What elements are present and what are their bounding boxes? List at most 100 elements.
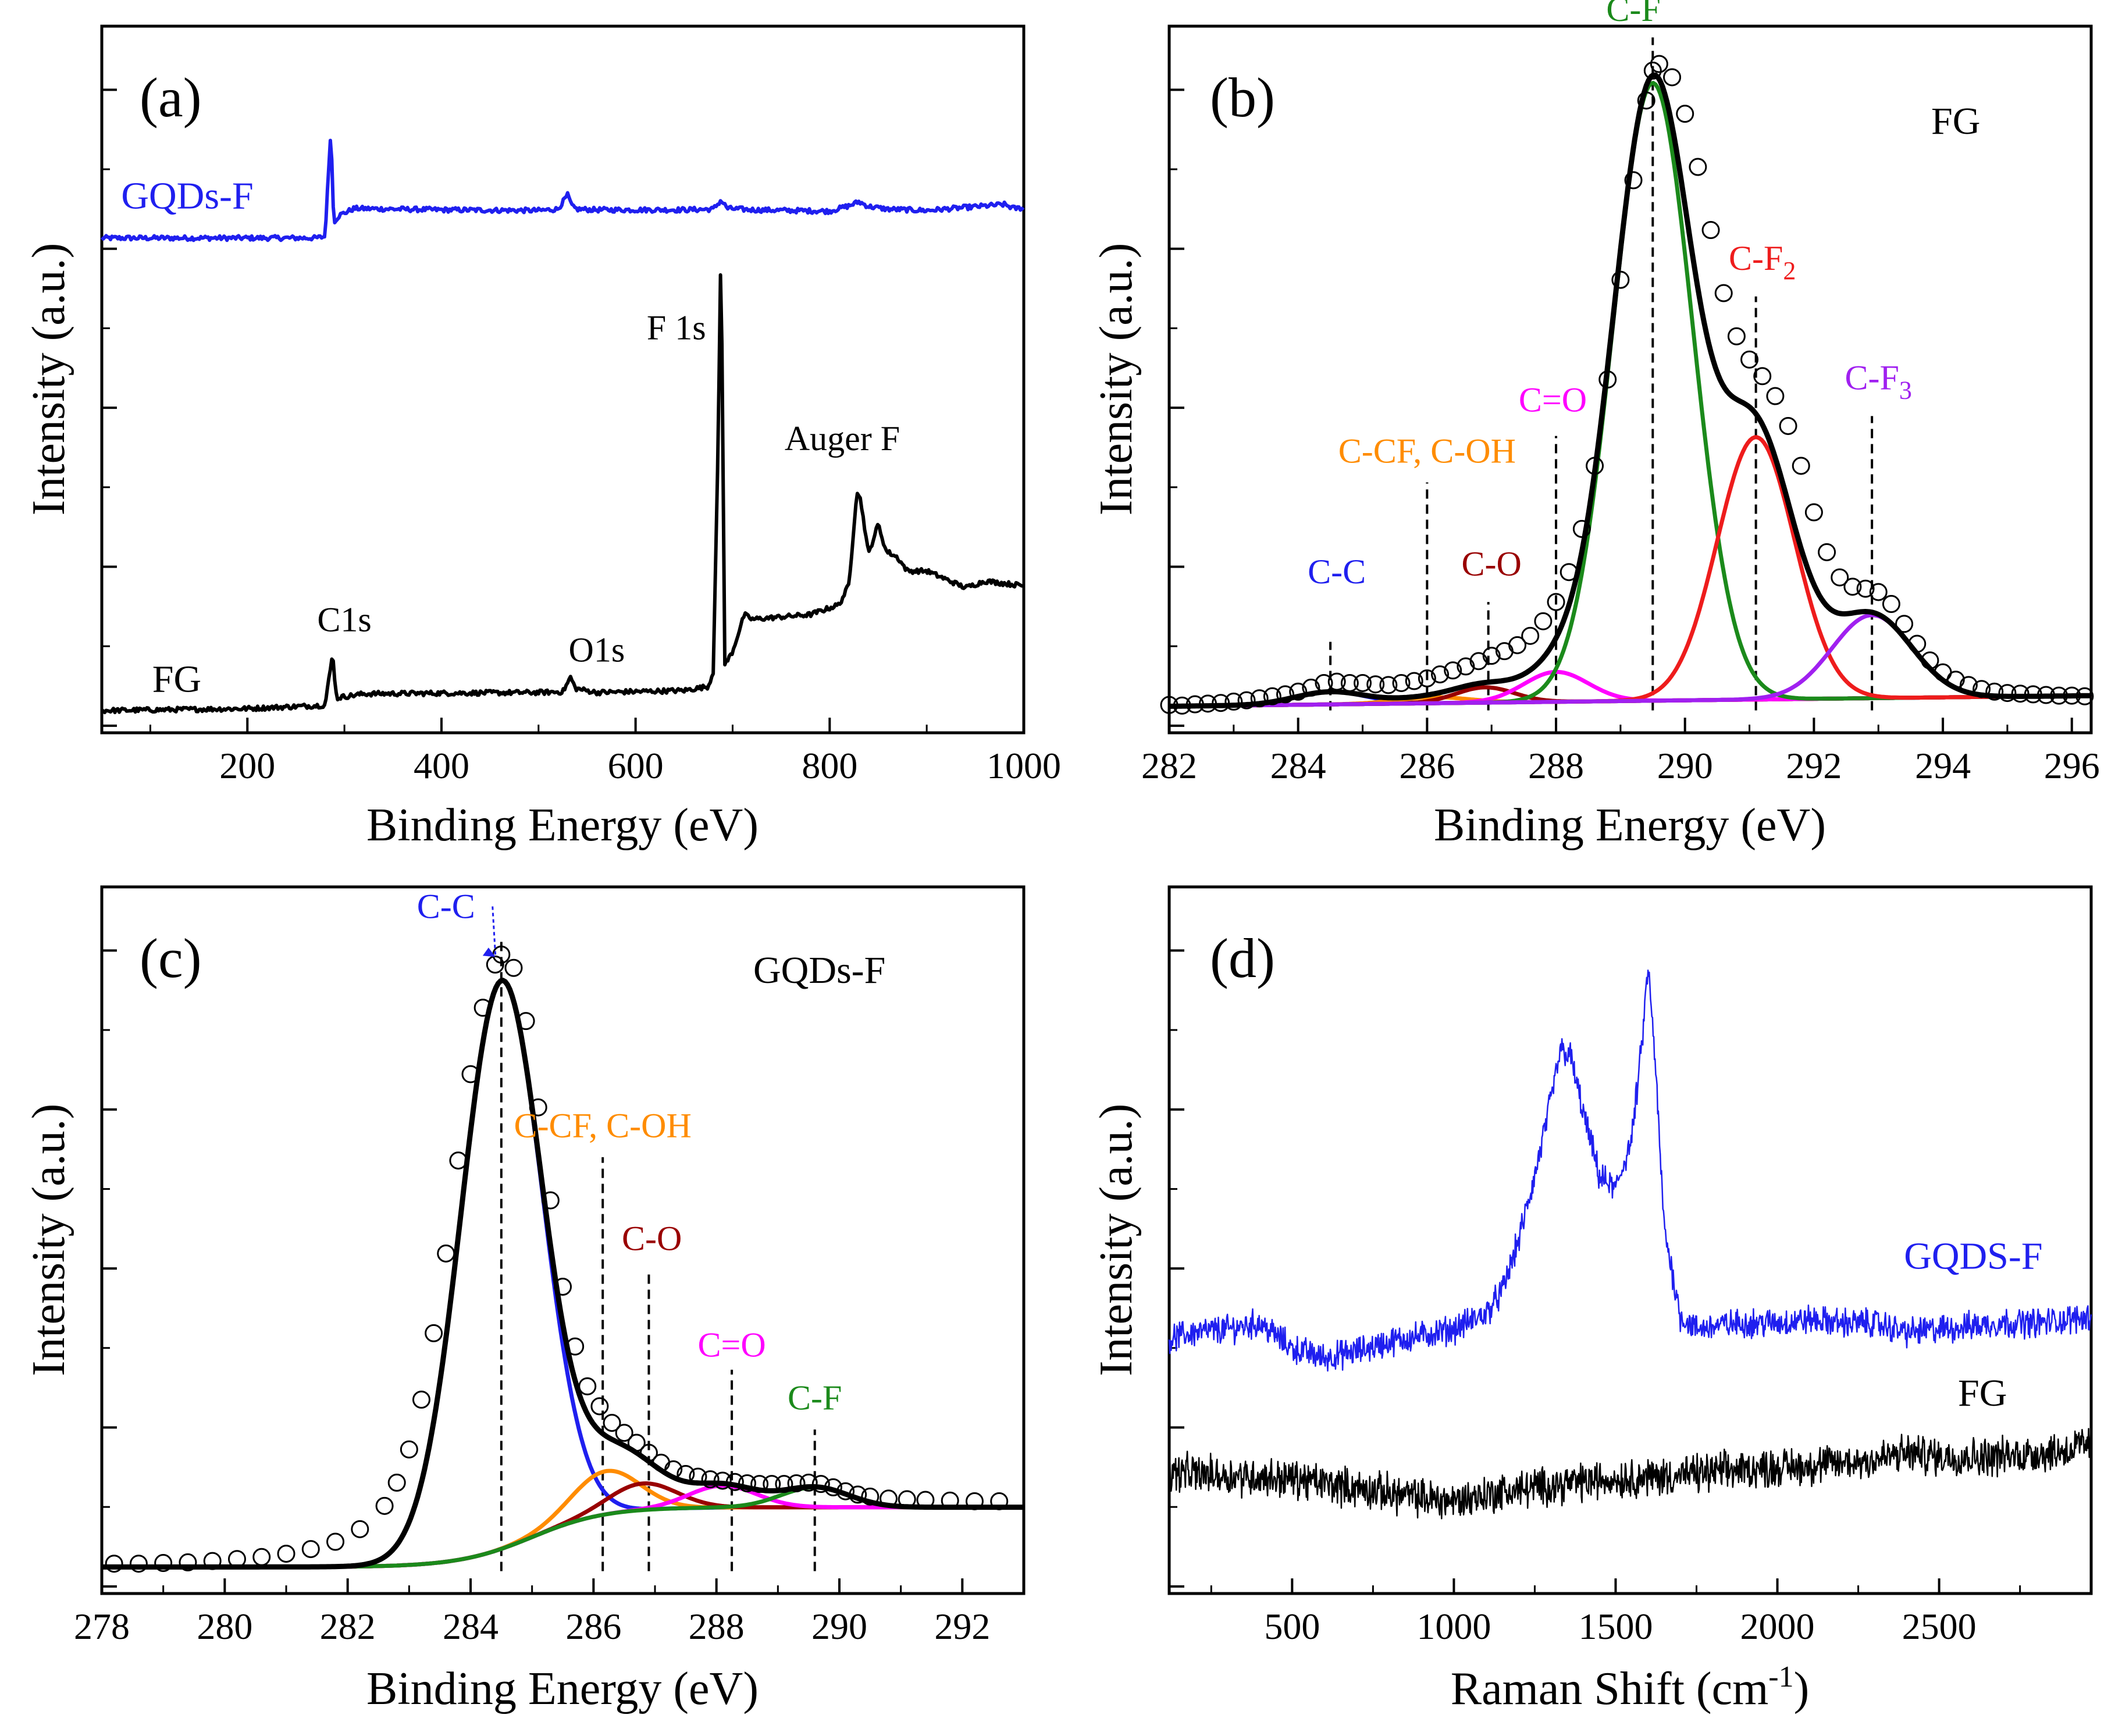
data-point [811, 1475, 830, 1493]
data-point [1998, 684, 2017, 703]
component-label-text: C-O [1462, 544, 1522, 583]
data-point [1547, 593, 1565, 611]
series-line-GQDS-F [1168, 969, 2092, 1372]
arrow-head [482, 947, 496, 957]
data-point [1753, 367, 1772, 386]
data-point [590, 1397, 609, 1416]
data-point [1392, 673, 1411, 692]
data-point [375, 1496, 394, 1515]
data-point [689, 1467, 707, 1486]
annotation-F-1s: F 1s [647, 309, 706, 347]
ticks-a [102, 88, 1025, 733]
x-tick-label: 1000 [1416, 1606, 1491, 1647]
data-point [1327, 672, 1346, 691]
data-point [1173, 696, 1191, 715]
x-tick-label: 294 [1915, 745, 1971, 786]
data-point [1560, 563, 1578, 582]
x-tick-label: 800 [802, 745, 857, 786]
data-point [603, 1414, 621, 1432]
data-point [203, 1552, 222, 1570]
series-line-FG [1168, 1428, 2092, 1520]
plot-frame-b [1167, 24, 2093, 735]
data-point [1586, 457, 1604, 475]
data-point [1457, 657, 1475, 676]
data-point [941, 1491, 959, 1510]
data-point [179, 1553, 197, 1571]
data-point [1792, 457, 1810, 475]
x-axis-title-b: Binding Energy (eV) [1434, 800, 1826, 851]
data-point [1444, 661, 1462, 680]
data-point [1482, 647, 1501, 665]
component-label-text: C=O [697, 1325, 766, 1364]
data-point [566, 1337, 585, 1356]
data-point [1263, 687, 1281, 705]
data-point [529, 1098, 547, 1117]
data-point [1469, 652, 1488, 671]
data-point [1185, 695, 1204, 714]
x-tick-label: 200 [219, 745, 275, 786]
data-point [639, 1443, 658, 1462]
y-axis-title-b: Intensity (a.u.) [1091, 243, 1142, 516]
series-label-GQDs-F: GQDs-F [121, 174, 253, 217]
plot-content-c: C-C C-CF, C-OH C-O C=O C-F [102, 887, 1024, 1573]
data-point [1366, 675, 1385, 694]
data-point [1276, 685, 1295, 704]
annotation-O1s: O1s [569, 631, 625, 669]
component-label-text: C-C [417, 887, 475, 926]
panel-label-d: (d) [1210, 927, 1275, 989]
data-point [1650, 55, 1668, 73]
data-point [750, 1475, 769, 1493]
series-label-GQDS-F: GQDS-F [1904, 1235, 2042, 1278]
x-axis-title-d-sup: -1 [1768, 1660, 1793, 1694]
component-label-subscript: 3 [1899, 376, 1912, 405]
data-point [725, 1473, 744, 1491]
data-point [2036, 686, 2055, 704]
data-point [880, 1489, 898, 1508]
data-point [1843, 578, 1862, 596]
plot-content-a: GQDs-F FG C1s O1s F 1s Auger F [100, 138, 1025, 715]
data-point [252, 1548, 271, 1566]
data-point [1237, 691, 1256, 710]
ticks-d [1169, 949, 2021, 1594]
x-tick-label: 280 [197, 1606, 252, 1647]
data-point [1908, 634, 1927, 653]
data-point [1959, 676, 1978, 694]
plot-frame-c [100, 885, 1026, 1595]
panel-d: 500 1000 1500 2000 2500 GQDS-F FG (d) Raman S… [1091, 885, 2093, 1714]
component-line-C-F [102, 1485, 1024, 1569]
data-point [898, 1490, 916, 1509]
data-point [1289, 682, 1308, 701]
envelope-line [102, 978, 1024, 1570]
x-tick-label: 1500 [1578, 1606, 1653, 1647]
annotation-Auger-F: Auger F [785, 419, 900, 458]
component-label-text: C-F [1845, 359, 1899, 397]
data-point [615, 1424, 633, 1442]
component-label-C-F: C-F [1606, 0, 1660, 28]
data-point [1534, 612, 1553, 630]
data-point [1418, 669, 1436, 687]
panel-label-a: (a) [140, 66, 202, 129]
data-point [1714, 284, 1733, 302]
data-point [437, 1244, 455, 1263]
data-point [677, 1465, 695, 1484]
data-point [1521, 626, 1540, 645]
data-point [449, 1151, 468, 1170]
panel-label-b: (b) [1210, 66, 1275, 129]
x-tick-label: 288 [689, 1606, 745, 1647]
data-point [412, 1391, 430, 1409]
data-point [861, 1487, 880, 1506]
tick-labels-a: 200 400 600 800 1000 [219, 745, 1061, 786]
data-point [1354, 673, 1372, 692]
data-point [787, 1474, 806, 1493]
data-point [1315, 673, 1333, 692]
y-axis-title-c: Intensity (a.u.) [23, 1104, 74, 1377]
component-label-C-F3: C-F3 [1845, 359, 1912, 405]
data-point [1663, 68, 1682, 87]
panel-label-c: (c) [140, 927, 202, 989]
component-line-C-C [102, 978, 1024, 1569]
panel-b: 282 284 286 288 290 292 294 296 C-C C-CF, C-OH C-… [1091, 0, 2100, 851]
tick-labels-b: 282 284 286 288 290 292 294 296 [1141, 745, 2100, 786]
x-tick-label: 284 [443, 1606, 499, 1647]
data-point [1831, 568, 1849, 587]
data-point [701, 1470, 720, 1489]
